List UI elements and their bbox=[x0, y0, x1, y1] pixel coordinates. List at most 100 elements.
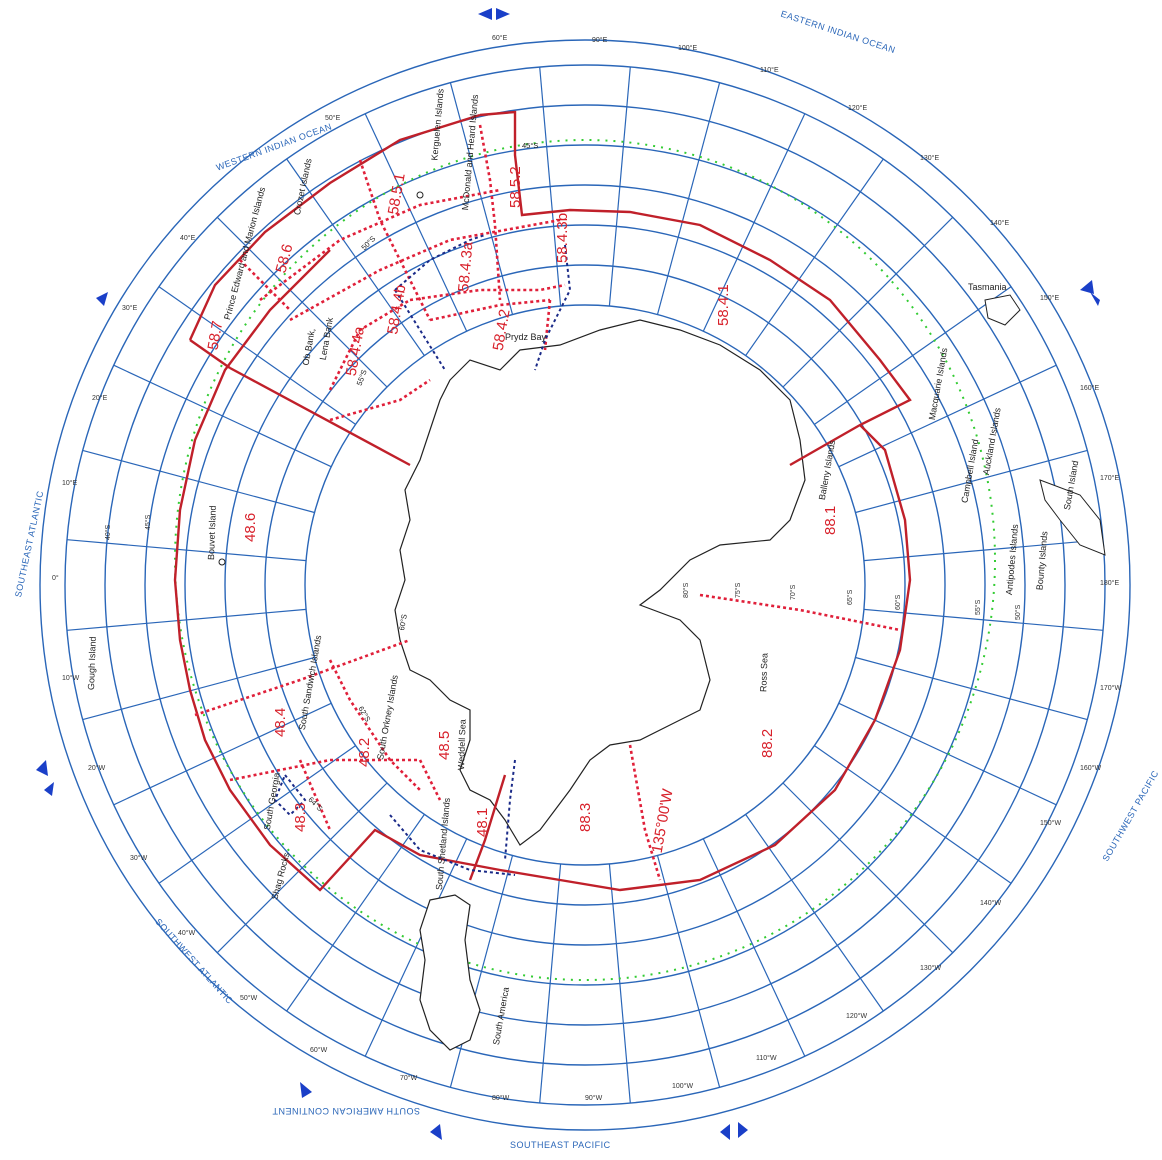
meridian-40e: 40°E bbox=[180, 234, 196, 242]
meridian-170e: 170°E bbox=[1100, 474, 1119, 482]
latitude-70s: 70°S bbox=[789, 584, 797, 600]
label-gough: Gough Island bbox=[86, 636, 98, 690]
meridian-130e: 130°E bbox=[920, 154, 939, 162]
meridian-line bbox=[82, 449, 315, 514]
latitude-45s: 45°S bbox=[144, 514, 152, 530]
label-tasmania: Tasmania bbox=[968, 282, 1007, 292]
meridian-30w: 30°W bbox=[130, 854, 148, 862]
meridian-line bbox=[66, 539, 307, 562]
area-label-58-4-1: 58.4.1 bbox=[715, 284, 732, 326]
meridian-80w: 80°W bbox=[492, 1094, 510, 1102]
area-label-48-6: 48.6 bbox=[242, 513, 259, 542]
ocean-label-southeast-pacific: SOUTHEAST PACIFIC bbox=[510, 1140, 611, 1150]
area-label-58-7: 58.7 bbox=[205, 320, 227, 352]
meridian-line bbox=[863, 539, 1104, 562]
meridian-line bbox=[863, 608, 1104, 631]
new-zealand-south-island bbox=[1039, 479, 1106, 556]
area-label-48-1: 48.1 bbox=[474, 808, 491, 837]
meridian-150e: 150°E bbox=[1040, 294, 1059, 302]
latitude-55s: 55°S bbox=[974, 599, 982, 615]
ocean-sector-arrows bbox=[36, 8, 1100, 1140]
meridian-70w: 70°W bbox=[400, 1074, 418, 1082]
area-label-88-3: 88.3 bbox=[577, 803, 594, 832]
boundary-label-60s: 60°S bbox=[397, 613, 409, 631]
label-prydz-bay: Prydz Bay bbox=[505, 332, 547, 342]
meridian-100e: 100°E bbox=[678, 44, 697, 52]
meridian-tick-labels: 60°E 40°E 30°E 20°E 10°E 0° 10°W 20°W 30… bbox=[52, 34, 1121, 1102]
continent-label: SOUTH AMERICAN CONTINENT bbox=[272, 1106, 420, 1116]
meridian-110e: 110°E bbox=[760, 66, 779, 74]
polar-front-line bbox=[174, 139, 996, 981]
label-ross-sea: Ross Sea bbox=[758, 653, 769, 692]
meridian-20e: 20°E bbox=[92, 394, 108, 402]
boundary-label-45s: 45°S bbox=[522, 141, 538, 150]
meridian-line bbox=[158, 286, 356, 425]
meridian-line bbox=[608, 863, 631, 1104]
kerguelen-marker bbox=[416, 191, 424, 199]
label-bouvet: Bouvet Island bbox=[206, 505, 218, 560]
area-label-58-4-3b: 58.4.3b bbox=[554, 213, 571, 263]
meridian-line bbox=[82, 656, 315, 721]
meridian-line bbox=[539, 66, 562, 307]
meridian-110w: 110°W bbox=[756, 1054, 777, 1062]
meridian-130w: 130°W bbox=[920, 964, 941, 972]
meridian-line bbox=[66, 608, 307, 631]
tasmania-island bbox=[984, 294, 1021, 326]
meridian-10w: 10°W bbox=[62, 674, 80, 682]
meridian-line bbox=[702, 113, 806, 332]
meridian-60e: 60°E bbox=[492, 34, 508, 42]
label-weddell-sea: Weddell Sea bbox=[456, 719, 468, 770]
meridian-140e: 140°E bbox=[990, 219, 1009, 227]
latitude-tick-labels: 40°S 45°S 50°S 55°S 60°S 65°S 70°S 75°S … bbox=[104, 514, 1022, 620]
meridian-50w: 50°W bbox=[240, 994, 258, 1002]
area-label-48-2: 48.2 bbox=[356, 738, 373, 767]
south-america-coastline bbox=[419, 894, 481, 1051]
meridian-180e: 180°E bbox=[1100, 579, 1119, 587]
latitude-50s: 50°S bbox=[1014, 604, 1022, 620]
area-label-48-4: 48.4 bbox=[272, 708, 289, 737]
bouvet-marker bbox=[218, 558, 226, 566]
area-label-58-4-2: 58.4.2 bbox=[490, 308, 514, 352]
meridian-line bbox=[855, 449, 1088, 514]
meridian-90w: 90°W bbox=[585, 1094, 603, 1102]
meridian-50e: 50°E bbox=[325, 114, 341, 122]
meridian-lines bbox=[66, 66, 1104, 1104]
meridian-line bbox=[656, 855, 721, 1088]
meridian-150w: 150°W bbox=[1040, 819, 1061, 827]
antarctica-coastline bbox=[394, 319, 806, 846]
meridian-120w: 120°W bbox=[846, 1012, 867, 1020]
meridian-10e: 10°E bbox=[62, 479, 78, 487]
latitude-65s: 65°S bbox=[846, 589, 854, 605]
meridian-120e: 120°E bbox=[848, 104, 867, 112]
area-label-58-5-2: 58.5.2 bbox=[507, 166, 524, 208]
meridian-line bbox=[814, 286, 1012, 425]
meridian-line bbox=[702, 838, 806, 1057]
area-label-58-5-1: 58.5.1 bbox=[385, 172, 409, 216]
area-label-88-2: 88.2 bbox=[759, 729, 776, 758]
meridian-170w: 170°W bbox=[1100, 684, 1121, 692]
meridian-140w: 140°W bbox=[980, 899, 1001, 907]
meridian-line bbox=[539, 863, 562, 1104]
meridian-line bbox=[286, 158, 425, 356]
meridian-160e: 160°E bbox=[1080, 384, 1099, 392]
subarea-boundaries bbox=[194, 124, 901, 881]
meridian-90e: 90°E bbox=[592, 36, 608, 44]
meridian-100w: 100°W bbox=[672, 1082, 693, 1090]
latitude-60s: 60°S bbox=[894, 594, 902, 610]
meridian-line bbox=[286, 814, 425, 1012]
meridian-line bbox=[158, 745, 356, 884]
area-label-48-5: 48.5 bbox=[436, 731, 453, 760]
meridian-line bbox=[113, 364, 332, 468]
meridian-line bbox=[364, 838, 468, 1057]
meridian-0: 0° bbox=[52, 574, 59, 582]
latitude-80s: 80°S bbox=[682, 582, 690, 598]
meridian-20w: 20°W bbox=[88, 764, 106, 772]
graticule bbox=[39, 39, 1131, 1131]
area-label-58-6: 58.6 bbox=[273, 242, 297, 275]
meridian-line bbox=[608, 66, 631, 307]
meridian-line bbox=[656, 82, 721, 315]
meridian-line bbox=[745, 158, 884, 356]
meridian-line bbox=[782, 216, 954, 388]
area-label-88-1: 88.1 bbox=[822, 506, 839, 535]
